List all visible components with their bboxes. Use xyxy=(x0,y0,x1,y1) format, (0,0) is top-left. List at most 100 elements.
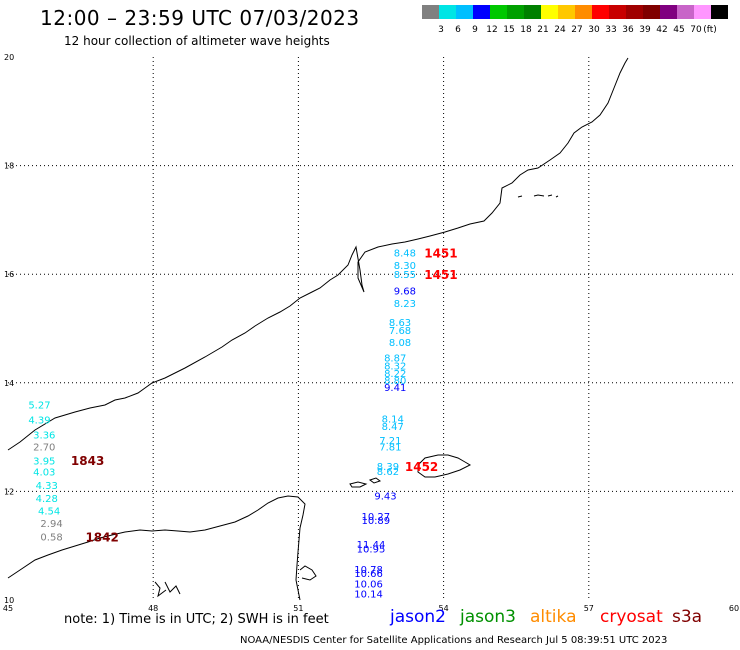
somali-headland-inlet xyxy=(299,565,317,581)
swh-value: 4.03 xyxy=(33,467,55,478)
legend-label: 36 xyxy=(622,25,634,35)
satellite-altika: altika xyxy=(530,607,577,627)
legend-label: 9 xyxy=(472,25,478,35)
swh-value: 8.39 xyxy=(377,462,399,473)
legend-unit: (ft) xyxy=(703,25,717,35)
latitude-label: 16 xyxy=(4,270,14,279)
swh-value: 9.43 xyxy=(374,492,396,503)
longitude-label: 57 xyxy=(584,604,594,613)
latitude-label: 12 xyxy=(4,487,14,496)
legend-swatch xyxy=(524,5,541,19)
swh-value: 3.95 xyxy=(33,456,55,467)
longitude-label: 60 xyxy=(729,604,739,613)
latitude-label: 20 xyxy=(4,53,14,62)
legend-swatch xyxy=(643,5,660,19)
swh-value: 8.32 xyxy=(384,361,406,372)
swh-value: 10.78 xyxy=(354,565,383,576)
legend-label: 24 xyxy=(554,25,566,35)
graticule xyxy=(8,57,734,600)
swh-value: 10.06 xyxy=(354,580,383,591)
swh-value: 4.39 xyxy=(28,416,50,427)
swh-value: 10.27 xyxy=(362,512,391,523)
color-scale-legend: 3 6 9 12 15 18 21 24 27 30 33 36 39 42 45 70 (ft) xyxy=(422,5,728,35)
swh-value: 10.14 xyxy=(354,589,383,600)
legend-label: 45 xyxy=(673,25,684,35)
swh-value: 3.36 xyxy=(33,430,55,441)
legend-swatch xyxy=(711,5,728,19)
swh-value: 9.41 xyxy=(384,383,406,394)
latitude-label: 18 xyxy=(4,162,14,171)
swh-value: 7.21 xyxy=(379,436,401,447)
pass-time-label: 1842 xyxy=(85,530,118,544)
pass-times: 1451 1451 1452 1843 1842 xyxy=(71,246,458,544)
swh-value: 8.87 xyxy=(384,353,406,364)
pass-time-label: 1451 xyxy=(424,268,457,282)
swh-value: 10.89 xyxy=(362,516,391,527)
page-title: 12:00 – 23:59 UTC 07/03/2023 xyxy=(40,6,360,30)
legend-swatch xyxy=(575,5,592,19)
legend-label: 70 xyxy=(690,25,702,35)
legend-swatch xyxy=(541,5,558,19)
arabian-coastline xyxy=(7,57,629,451)
swh-value: 2.70 xyxy=(33,442,55,453)
swh-value: 10.95 xyxy=(357,544,386,555)
swh-value: 8.14 xyxy=(382,415,404,426)
units-note: note: 1) Time is in UTC; 2) SWH is in fe… xyxy=(64,612,329,627)
legend-label: 15 xyxy=(503,25,514,35)
pass-time-label: 1843 xyxy=(71,454,104,468)
swh-value: 8.55 xyxy=(394,270,416,281)
page-subtitle: 12 hour collection of altimeter wave hei… xyxy=(64,34,330,48)
swh-observations: 8.48 8.308.55 9.68 8.23 8.637.688.08 8.878.32… xyxy=(28,248,416,600)
swh-value: 7.81 xyxy=(379,442,401,453)
abd-al-kuri-island xyxy=(349,481,368,488)
swh-value: 4.28 xyxy=(36,494,58,505)
longitude-label: 48 xyxy=(148,604,158,613)
legend-label: 6 xyxy=(455,25,461,35)
legend-swatch xyxy=(660,5,677,19)
swh-value: 8.62 xyxy=(377,467,399,478)
swh-value: 11.44 xyxy=(357,540,386,551)
kuria-muria-islands xyxy=(517,194,559,198)
swh-value: 0.58 xyxy=(40,532,62,543)
pass-time-label: 1451 xyxy=(424,246,457,260)
legend-label: 39 xyxy=(639,25,651,35)
legend-label: 12 xyxy=(486,25,497,35)
swh-value: 2.94 xyxy=(40,519,62,530)
swh-value: 8.23 xyxy=(394,299,416,310)
longitude-label: 54 xyxy=(439,604,449,613)
legend-swatch xyxy=(677,5,694,19)
swh-value: 9.68 xyxy=(394,286,416,297)
legend-swatch xyxy=(456,5,473,19)
legend-swatch xyxy=(439,5,456,19)
swh-value: 4.54 xyxy=(38,506,60,517)
satellite-cryosat: cryosat xyxy=(600,607,663,627)
swh-value: 8.48 xyxy=(394,248,416,259)
somali-coastline xyxy=(7,495,306,601)
legend-swatch xyxy=(694,5,711,19)
legend-label: 30 xyxy=(588,25,600,35)
swh-value: 8.30 xyxy=(394,261,416,272)
longitude-label: 45 xyxy=(3,604,13,613)
swh-value: 8.22 xyxy=(384,369,406,380)
legend-label: 21 xyxy=(537,25,548,35)
swh-value: 5.27 xyxy=(28,401,50,412)
legend-swatch xyxy=(609,5,626,19)
legend-swatch xyxy=(490,5,507,19)
coastline xyxy=(7,57,629,601)
legend-label: 18 xyxy=(520,25,532,35)
longitude-label: 51 xyxy=(293,604,303,613)
legend-label: 33 xyxy=(605,25,616,35)
legend-swatch xyxy=(507,5,524,19)
legend-swatch xyxy=(558,5,575,19)
satellite-jason3: jason3 xyxy=(460,607,516,627)
socotra-island xyxy=(417,454,472,478)
legend-swatch xyxy=(592,5,609,19)
legend-swatch xyxy=(422,5,439,19)
credit-line: NOAA/NESDIS Center for Satellite Applica… xyxy=(240,635,668,646)
latitude-label: 14 xyxy=(4,379,14,388)
legend-label: 27 xyxy=(571,25,582,35)
pass-time-label: 1452 xyxy=(405,460,438,474)
legend-swatch xyxy=(473,5,490,19)
legend-label: 3 xyxy=(438,25,444,35)
